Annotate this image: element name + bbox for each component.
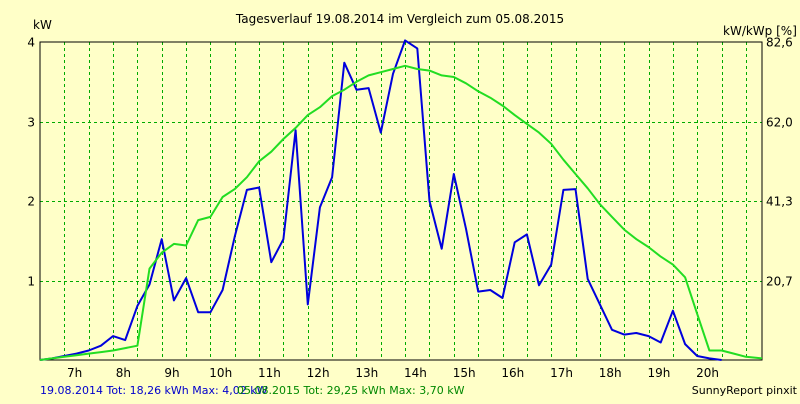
x-tick-label: 9h	[164, 366, 179, 380]
x-tick-label: 20h	[696, 366, 719, 380]
y-left-tick-label: 4	[27, 36, 35, 50]
chart-title: Tagesverlauf 19.08.2014 im Vergleich zum…	[235, 12, 564, 26]
x-tick-label: 17h	[550, 366, 573, 380]
x-tick-label: 15h	[453, 366, 476, 380]
footer-series-2014-summary: 19.08.2014 Tot: 18,26 kWh Max: 4,02 kW	[40, 384, 268, 397]
x-tick-label: 16h	[501, 366, 524, 380]
y-right-tick-label: 82,6	[766, 36, 793, 50]
y-left-axis-label: kW	[33, 18, 52, 32]
x-tick-label: 11h	[258, 366, 281, 380]
x-tick-label: 12h	[307, 366, 330, 380]
y-right-axis-label: kW/kWp [%]	[723, 24, 797, 38]
x-tick-label: 14h	[404, 366, 427, 380]
x-tick-label: 18h	[599, 366, 622, 380]
tick-layer: 1 20,7 2 41,3 3 62,0 4 82,6 7h 8h 9h 10h 11h 12h 13h 14…	[27, 36, 792, 381]
grid-layer	[40, 42, 762, 360]
series-line-05-08-2015	[39, 64, 763, 361]
footer-credit: SunnyReport pinxit	[692, 384, 798, 397]
x-tick-label: 19h	[647, 366, 670, 380]
y-left-tick-label: 3	[27, 116, 35, 130]
series-line-19-08-2014	[39, 39, 722, 361]
x-tick-label: 7h	[67, 366, 82, 380]
x-tick-label: 8h	[116, 366, 131, 380]
y-right-tick-label: 41,3	[766, 195, 793, 209]
x-tick-label: 13h	[355, 366, 378, 380]
y-left-tick-label: 1	[27, 275, 35, 289]
y-right-tick-label: 20,7	[766, 275, 793, 289]
x-tick-label: 10h	[209, 366, 232, 380]
y-left-tick-label: 2	[27, 195, 35, 209]
plot-frame	[39, 41, 763, 361]
footer-series-2015-summary: 05.08.2015 Tot: 29,25 kWh Max: 3,70 kW	[237, 384, 465, 397]
series-layer	[39, 39, 763, 361]
y-right-tick-label: 62,0	[766, 116, 793, 130]
